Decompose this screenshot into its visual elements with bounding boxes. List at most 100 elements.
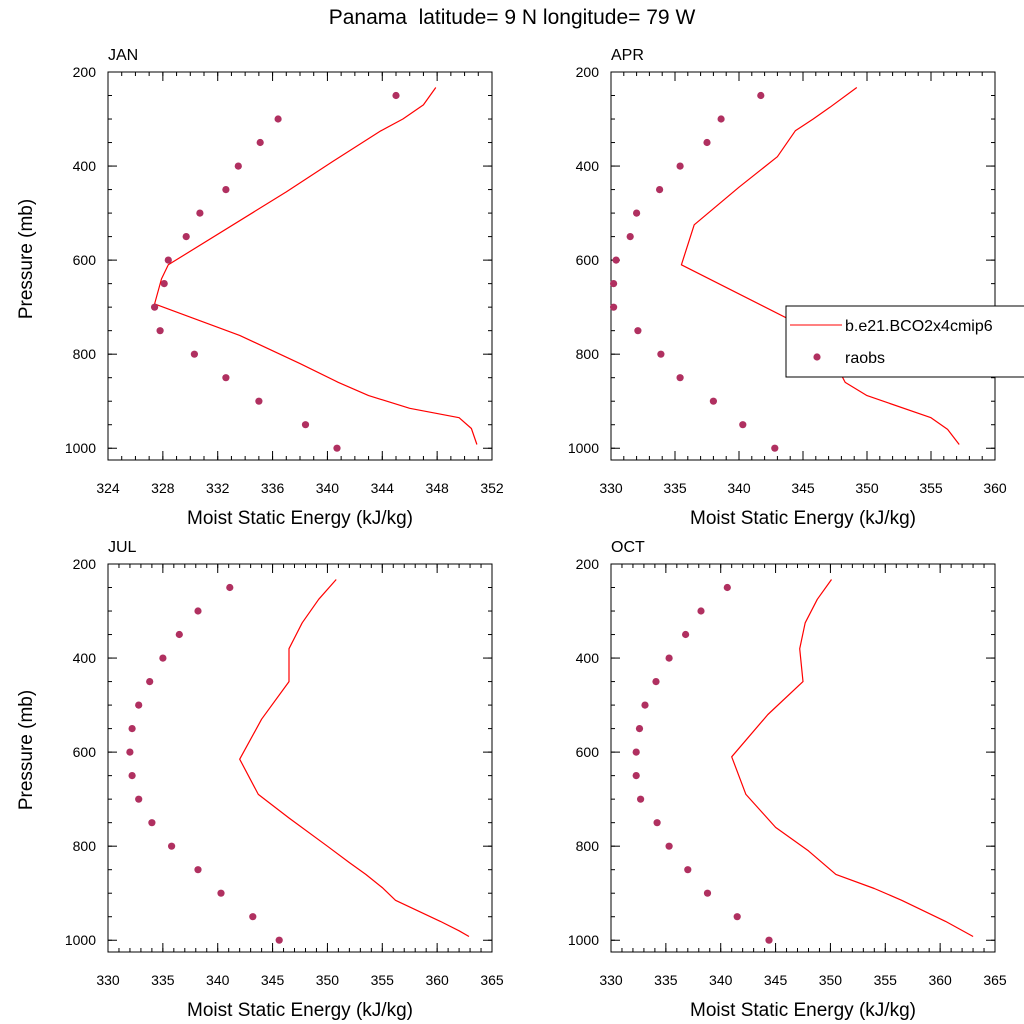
obs-point [626,233,634,241]
panel-oct-plot: 330 335 340 345 350 355 360 365 200 400 600 800 1000 [568,556,1007,988]
obs-point [676,162,684,170]
obs-point [634,327,642,335]
obs-point [723,583,731,592]
x-tick-label: 348 [425,480,449,496]
x-tick-label: 345 [791,480,815,496]
obs-point [765,936,773,944]
obs-point [217,889,225,897]
series-line-model [731,579,974,938]
x-axis-label-oct: Moist Static Energy (kJ/kg) [690,1000,916,1021]
x-tick-label: 360 [928,972,952,988]
obs-point [739,421,747,429]
legend-box [785,305,1024,378]
panel-jan: 324 328 332 336 340 344 348 352 200 400 600 800 1000… [16,47,504,529]
x-tick-label: 340 [316,480,340,496]
y-tick-label: 400 [73,650,97,666]
x-tick-label: 360 [983,480,1007,496]
chart-title: Panama latitude= 9 N longitude= 79 W [328,6,696,29]
obs-point [717,115,725,123]
obs-point [301,421,310,429]
x-tick-label: 350 [316,972,340,988]
plot-frame [610,563,996,953]
x-tick-label: 345 [261,972,285,988]
obs-point [196,209,204,217]
obs-point [657,350,665,358]
obs-point [222,186,230,194]
y-tick-label: 200 [73,556,97,572]
obs-point [665,842,673,850]
obs-point [135,701,143,709]
x-tick-label: 360 [425,972,449,988]
y-axis-label-jul: Pressure (mb) [16,690,37,810]
obs-point [275,936,283,944]
obs-point [333,444,341,452]
obs-point [637,795,645,803]
x-tick-label: 340 [709,972,733,988]
obs-point [164,256,172,264]
obs-point [697,607,705,615]
obs-point [703,889,712,897]
x-tick-label: 332 [206,480,230,496]
series-line-model [154,87,478,445]
obs-point [249,913,257,921]
y-tick-label: 600 [576,252,600,268]
obs-point [665,654,673,662]
x-axis-label-jul: Moist Static Energy (kJ/kg) [187,1000,413,1021]
y-tick-label: 800 [73,838,97,854]
x-tick-label: 324 [96,480,120,496]
y-tick-label: 600 [73,744,97,760]
y-tick-label: 1000 [568,932,599,948]
obs-point [135,795,143,803]
obs-point [151,303,159,311]
panel-title-jan: JAN [108,47,138,64]
obs-point [771,444,779,452]
x-tick-label: 355 [371,972,395,988]
obs-point [146,678,154,686]
x-tick-label: 335 [654,972,678,988]
x-tick-label: 330 [599,972,623,988]
x-tick-label: 340 [727,480,751,496]
panel-apr-plot: 330 335 340 345 350 355 360 200 400 600 800 1000 [568,64,1007,496]
y-tick-label: 800 [576,838,600,854]
obs-point [194,607,202,615]
obs-point [610,280,618,288]
plot-frame [610,71,996,461]
x-tick-label: 328 [151,480,175,496]
obs-point [175,630,183,639]
x-tick-label: 350 [819,972,843,988]
obs-point [709,397,718,405]
x-axis-label-jan: Moist Static Energy (kJ/kg) [187,508,413,529]
obs-point [641,701,649,709]
x-tick-label: 345 [764,972,788,988]
obs-point [190,350,198,358]
x-tick-label: 355 [919,480,943,496]
y-tick-label: 1000 [65,932,96,948]
x-tick-label: 352 [480,480,504,496]
panel-title-apr: APR [611,47,644,64]
x-axis-label-apr: Moist Static Energy (kJ/kg) [690,508,916,529]
obs-point [652,678,660,686]
x-tick-label: 340 [206,972,230,988]
y-tick-label: 200 [73,64,97,80]
obs-point [126,748,134,756]
obs-point [733,913,741,921]
plot-frame [107,563,493,953]
plot-frame [107,71,493,461]
y-tick-label: 600 [73,252,97,268]
obs-point [703,138,711,147]
x-tick-label: 344 [371,480,395,496]
x-tick-label: 350 [855,480,879,496]
obs-point [632,772,640,780]
y-tick-label: 400 [576,650,600,666]
obs-point [274,115,282,123]
obs-point [610,303,618,311]
panel-title-oct: OCT [611,539,645,556]
obs-point [635,725,644,733]
panel-jul: 330 335 340 345 350 355 360 365 200 400 600 800 1000… [16,539,504,1021]
obs-point [392,91,400,100]
legend-label-obs: raobs [845,350,885,367]
y-tick-label: 400 [576,158,600,174]
obs-point [159,654,167,662]
y-tick-label: 800 [576,346,600,362]
